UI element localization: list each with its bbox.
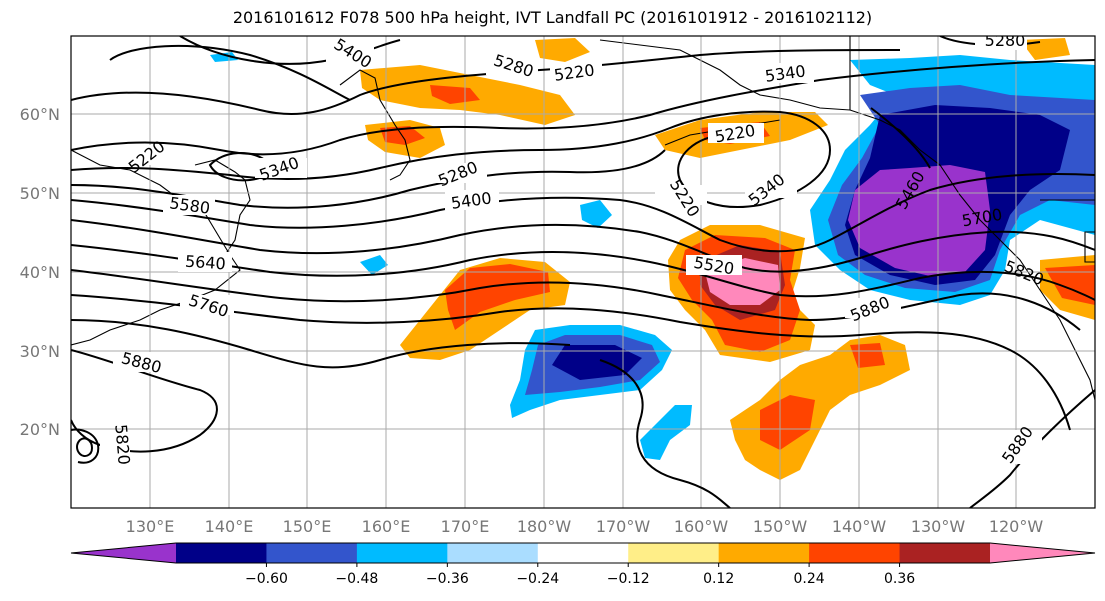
longitude-labels: 130°E 140°E 150°E 160°E 170°E 180°W 170°…: [126, 517, 1044, 536]
lat-label: 30°N: [20, 342, 60, 361]
colorbar-tick-label: −0.36: [426, 571, 469, 587]
map-title: 2016101612 F078 500 hPa height, IVT Land…: [232, 8, 873, 27]
lat-label: 50°N: [20, 184, 60, 203]
lat-label: 40°N: [20, 263, 60, 282]
map-border: [70, 35, 1096, 509]
colorbar-segment: [718, 543, 810, 563]
colorbar-tick-label: 0.36: [884, 571, 915, 587]
lon-label: 160°W: [674, 517, 729, 536]
colorbar-extend-low: [71, 543, 176, 563]
lat-label: 20°N: [20, 420, 60, 439]
lon-label: 140°W: [832, 517, 887, 536]
colorbar-segment: [537, 543, 629, 563]
map-gridlines: [71, 36, 1095, 508]
lon-label: 170°W: [596, 517, 651, 536]
contour-label: 5280: [985, 31, 1026, 50]
colorbar-segment: [809, 543, 901, 563]
coastlines: [71, 36, 1095, 401]
contour-label: 5640: [184, 252, 226, 274]
height-contours: [71, 36, 1095, 508]
lon-label: 150°W: [753, 517, 808, 536]
colorbar-segment: [356, 543, 448, 563]
lon-label: 170°E: [441, 517, 490, 536]
colorbar-segment: [447, 543, 539, 563]
lon-label: 150°E: [283, 517, 332, 536]
colorbar-segment: [628, 543, 720, 563]
contour-label: 5820: [111, 423, 133, 465]
ivt-negative-shading: [210, 52, 1095, 460]
colorbar-outline: [70, 542, 1096, 564]
colorbar-tick-label: −0.48: [335, 571, 378, 587]
lon-label: 130°E: [126, 517, 175, 536]
lon-label: 130°W: [911, 517, 966, 536]
latitude-labels: 60°N 50°N 40°N 30°N 20°N: [20, 105, 60, 439]
colorbar: −0.60 −0.48 −0.36 −0.24 −0.12 0.12 0.24 0.36: [70, 542, 1096, 587]
colorbar-segment: [266, 543, 358, 563]
colorbar-tick-label: 0.12: [703, 571, 734, 587]
colorbar-tick-label: −0.24: [516, 571, 559, 587]
colorbar-segment: [176, 543, 267, 563]
colorbar-segment: [899, 543, 991, 563]
lon-label: 180°W: [517, 517, 572, 536]
lon-label: 160°E: [362, 517, 411, 536]
colorbar-tick-label: −0.12: [607, 571, 650, 587]
lon-label: 120°W: [989, 517, 1044, 536]
colorbar-tick-label: −0.60: [245, 571, 288, 587]
lat-label: 60°N: [20, 105, 60, 124]
colorbar-tick-label: 0.24: [794, 571, 825, 587]
colorbar-extend-high: [990, 543, 1095, 563]
lon-label: 140°E: [205, 517, 254, 536]
